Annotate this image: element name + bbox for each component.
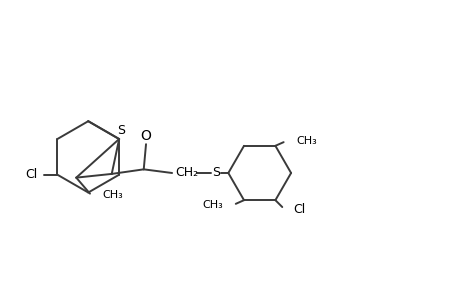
Text: CH₃: CH₃ xyxy=(102,190,123,200)
Text: CH₃: CH₃ xyxy=(202,200,223,210)
Text: CH₃: CH₃ xyxy=(296,136,317,146)
Text: Cl: Cl xyxy=(293,203,305,216)
Text: O: O xyxy=(140,129,151,143)
Text: S: S xyxy=(212,167,220,179)
Text: Cl: Cl xyxy=(25,168,37,181)
Text: S: S xyxy=(117,124,125,137)
Text: CH₂: CH₂ xyxy=(175,166,198,178)
